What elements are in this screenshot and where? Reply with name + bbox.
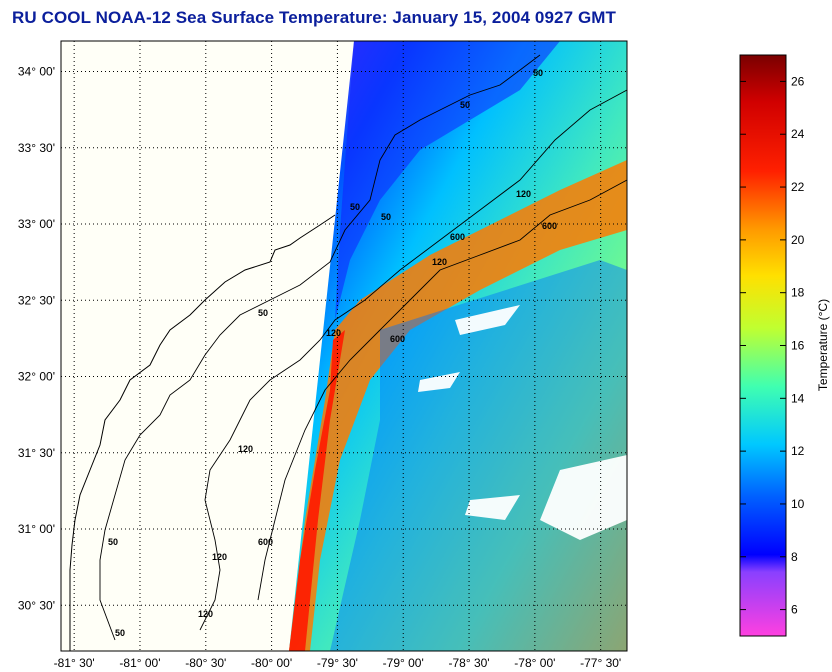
contour-label: 600 bbox=[542, 221, 557, 231]
contour-50m bbox=[99, 54, 541, 641]
latitude-label: 30° 30' bbox=[18, 598, 55, 612]
gulf-stream-core bbox=[289, 330, 345, 651]
graticule bbox=[61, 41, 627, 651]
latitude-label: 31° 00' bbox=[18, 522, 55, 536]
longitude-label: -79° 00' bbox=[383, 656, 424, 670]
longitude-label: -81° 00' bbox=[119, 656, 160, 670]
longitude-label: -81° 30' bbox=[54, 656, 95, 670]
colorbar-tick-label: 20 bbox=[791, 233, 805, 247]
colorbar-tick-label: 26 bbox=[791, 74, 805, 88]
contour-label: 120 bbox=[238, 444, 253, 454]
contour-label: 50 bbox=[460, 100, 470, 110]
contour-120m bbox=[199, 89, 627, 631]
longitude-label: -80° 00' bbox=[251, 656, 292, 670]
longitude-label: -78° 00' bbox=[514, 656, 555, 670]
coastline bbox=[69, 214, 336, 651]
latitude-label: 31° 30' bbox=[18, 446, 55, 460]
cloud-gaps bbox=[418, 305, 627, 540]
contour-label: 120 bbox=[516, 189, 531, 199]
longitude-label: -77° 30' bbox=[580, 656, 621, 670]
colorbar-ticks: 26 24 22 20 18 16 14 12 10 8 6 bbox=[740, 74, 805, 617]
latitude-label: 33° 30' bbox=[18, 141, 55, 155]
colorbar-tick-label: 16 bbox=[791, 339, 805, 353]
latitude-label: 34° 00' bbox=[18, 65, 55, 79]
contour-label: 50 bbox=[533, 68, 543, 78]
map-frame bbox=[60, 40, 628, 652]
longitude-labels: -81° 30' -81° 00' -80° 30' -80° 00' -79° 30'… bbox=[54, 656, 622, 670]
contour-label: 50 bbox=[381, 212, 391, 222]
colorbar-tick-label: 8 bbox=[791, 550, 798, 564]
latitude-label: 33° 00' bbox=[18, 217, 55, 231]
colorbar-tick-label: 18 bbox=[791, 286, 805, 300]
colorbar-tick-label: 24 bbox=[791, 127, 805, 141]
longitude-label: -79° 30' bbox=[317, 656, 358, 670]
colorbar-tick-label: 22 bbox=[791, 180, 805, 194]
latitude-labels: 34° 00' 33° 30' 33° 00' 32° 30' 32° 00' 31° 3… bbox=[18, 65, 55, 613]
contour-label: 600 bbox=[450, 232, 465, 242]
colorbar bbox=[739, 54, 787, 637]
contour-label: 600 bbox=[258, 537, 273, 547]
offshore-mixed-water bbox=[330, 260, 627, 651]
contour-label: 120 bbox=[326, 328, 341, 338]
colorbar-tick-label: 6 bbox=[791, 603, 798, 617]
contour-label: 50 bbox=[108, 537, 118, 547]
colorbar-tick-label: 14 bbox=[791, 391, 805, 405]
contour-label: 50 bbox=[350, 202, 360, 212]
longitude-label: -78° 30' bbox=[448, 656, 489, 670]
longitude-label: -80° 30' bbox=[185, 656, 226, 670]
colorbar-tick-label: 10 bbox=[791, 497, 805, 511]
colorbar-tick-label: 12 bbox=[791, 444, 805, 458]
contour-label: 50 bbox=[258, 308, 268, 318]
contour-label: 120 bbox=[432, 257, 447, 267]
contour-label: 120 bbox=[198, 609, 213, 619]
contour-label: 50 bbox=[115, 628, 125, 638]
shelf-cold-water bbox=[335, 41, 560, 320]
latitude-label: 32° 30' bbox=[18, 293, 55, 307]
contour-600m bbox=[257, 179, 627, 601]
colorbar-label: Temperature (°C) bbox=[816, 299, 830, 391]
page-title: RU COOL NOAA-12 Sea Surface Temperature:… bbox=[12, 8, 617, 27]
latitude-label: 32° 00' bbox=[18, 370, 55, 384]
gulf-stream-band bbox=[289, 160, 627, 651]
map-area bbox=[61, 41, 627, 651]
contour-label: 600 bbox=[390, 334, 405, 344]
contour-label: 120 bbox=[212, 552, 227, 562]
